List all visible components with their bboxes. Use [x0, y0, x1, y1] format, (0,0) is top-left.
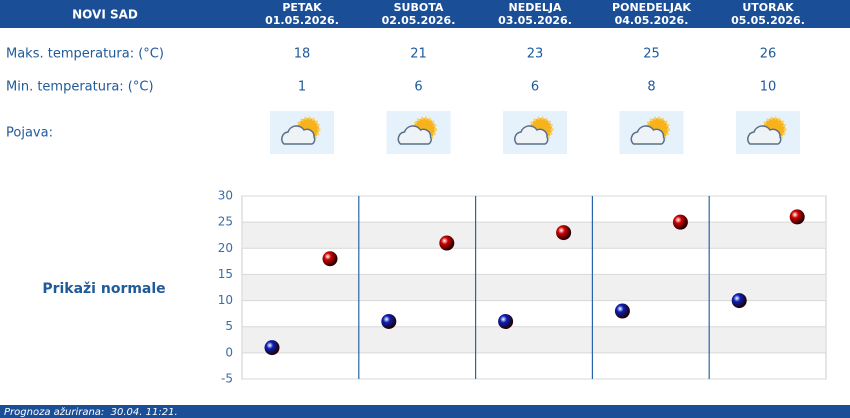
day-date: 02.05.2026.	[382, 14, 456, 27]
temp-point	[789, 209, 805, 225]
table-value: 23	[527, 47, 544, 62]
temp-point	[498, 313, 514, 329]
weather-icon	[736, 111, 800, 154]
table-value: 10	[760, 80, 777, 95]
table-value: 18	[294, 47, 311, 62]
weather-icon	[270, 111, 334, 154]
y-tick-label: 15	[218, 267, 233, 281]
day-date: 03.05.2026.	[498, 14, 572, 27]
day-name: NEDELJA	[509, 1, 562, 14]
footer-bar	[0, 405, 850, 418]
grid-band	[243, 222, 825, 249]
temp-point	[322, 251, 338, 267]
y-tick-label: 20	[218, 241, 233, 255]
header-bar	[0, 0, 850, 28]
grid-band	[243, 274, 825, 301]
weather-icon	[619, 111, 684, 154]
table-value: 6	[414, 80, 422, 95]
table-value: 26	[760, 47, 777, 62]
weather-icon	[503, 111, 567, 154]
day-name: UTORAK	[742, 1, 794, 14]
day-date: 01.05.2026.	[265, 14, 339, 27]
temp-point	[264, 340, 280, 356]
y-tick-label: -5	[221, 372, 233, 386]
temp-point	[614, 303, 630, 319]
day-date: 04.05.2026.	[615, 14, 689, 27]
row-label: Min. temperatura: (°C)	[6, 80, 154, 95]
table-value: 6	[531, 80, 539, 95]
weather-label: Pojava:	[6, 126, 53, 141]
temp-point	[556, 225, 572, 241]
temp-point	[439, 235, 455, 251]
y-tick-label: 5	[225, 319, 233, 333]
table-value: 8	[647, 80, 655, 95]
temp-point	[672, 214, 688, 230]
city: NOVI SAD	[72, 8, 138, 22]
table-value: 1	[298, 80, 306, 95]
temp-point	[381, 313, 397, 329]
grid-band	[243, 326, 825, 353]
day-name: PONEDELJAK	[612, 1, 691, 14]
row-label: Maks. temperatura: (°C)	[6, 47, 164, 62]
day-date: 05.05.2026.	[731, 14, 805, 27]
y-tick-label: 25	[218, 215, 233, 229]
day-name: SUBOTA	[394, 1, 444, 14]
temp-point	[731, 293, 747, 309]
normals-link[interactable]: Prikaži normale	[42, 281, 165, 297]
footer-text: Prognoza ažurirana: 30.04. 11:21.	[4, 406, 178, 418]
table-value: 25	[643, 47, 660, 62]
y-tick-label: 0	[225, 345, 233, 359]
y-tick-label: 10	[218, 293, 233, 307]
day-name: PETAK	[282, 1, 322, 14]
weather-icon	[386, 111, 451, 154]
y-tick-label: 30	[218, 189, 233, 203]
table-value: 21	[410, 47, 427, 62]
